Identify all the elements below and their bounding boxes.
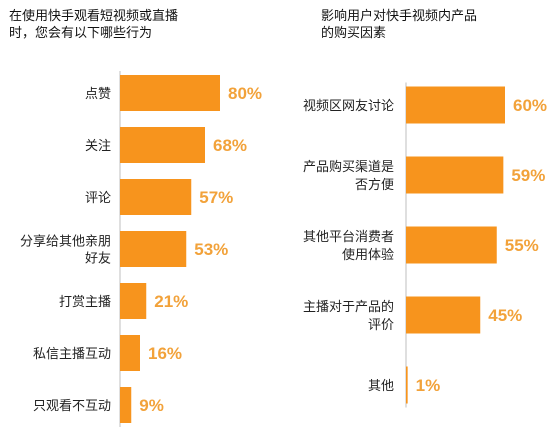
- right-category-label-1-1: 否方便: [355, 177, 394, 193]
- right-value-label-2: 55%: [505, 236, 539, 255]
- right-category-label-2-1: 使用体验: [342, 247, 394, 263]
- left-bar-5: [120, 335, 140, 371]
- right-bar-0: [406, 86, 505, 124]
- right-bar-2: [406, 226, 497, 264]
- right-chart-title-line-2: 的购买因素: [321, 25, 386, 41]
- left-value-label-4: 21%: [154, 292, 188, 311]
- left-category-label-3-0: 分享给其他亲朋: [20, 234, 111, 250]
- left-category-label-0-0: 点赞: [85, 87, 111, 102]
- right-bar-4: [406, 366, 408, 404]
- left-bar-3: [120, 231, 187, 267]
- left-bar-1: [120, 127, 205, 163]
- right-value-label-3: 45%: [488, 306, 522, 325]
- left-value-label-2: 57%: [199, 188, 233, 207]
- left-value-label-0: 80%: [228, 84, 262, 103]
- left-value-label-5: 16%: [148, 344, 182, 363]
- left-chart-panel: 在使用快手观看短视频或直播 时，您会有以下哪些行为 点赞 80% 关注 68% 评论 57…: [9, 8, 262, 427]
- left-category-label-1-0: 关注: [85, 139, 111, 154]
- left-value-label-1: 68%: [213, 136, 247, 155]
- left-category-label-6-0: 只观看不互动: [33, 398, 111, 414]
- left-bar-4: [120, 283, 147, 319]
- right-category-label-1-0: 产品购买渠道是: [303, 159, 394, 175]
- left-value-label-3: 53%: [194, 240, 228, 259]
- right-category-label-2-0: 其他平台消费者: [303, 230, 394, 245]
- right-bar-3: [406, 296, 481, 334]
- left-chart-title-line-1: 在使用快手观看短视频或直播: [9, 8, 178, 24]
- right-value-label-0: 60%: [513, 96, 547, 115]
- left-bar-2: [120, 179, 192, 215]
- right-value-label-4: 1%: [416, 376, 441, 395]
- right-value-label-1: 59%: [511, 166, 545, 185]
- left-chart-title-line-2: 时，您会有以下哪些行为: [9, 25, 152, 41]
- left-category-label-3-1: 好友: [85, 251, 111, 267]
- left-value-label-6: 9%: [139, 396, 164, 415]
- right-category-label-4-0: 其他: [368, 379, 394, 394]
- right-bar-1: [406, 156, 504, 194]
- left-bar-0: [120, 75, 220, 111]
- left-bar-6: [120, 387, 132, 423]
- right-category-label-3-0: 主播对于产品的: [303, 299, 394, 315]
- left-category-label-4-0: 打赏主播: [59, 295, 111, 310]
- right-category-label-0-0: 视频区网友讨论: [303, 98, 394, 114]
- left-category-label-2-0: 评论: [85, 191, 111, 206]
- right-category-label-3-1: 评价: [368, 318, 394, 333]
- left-category-label-5-0: 私信主播互动: [33, 347, 111, 362]
- right-chart-title-line-1: 影响用户对快手视频内产品: [321, 8, 477, 24]
